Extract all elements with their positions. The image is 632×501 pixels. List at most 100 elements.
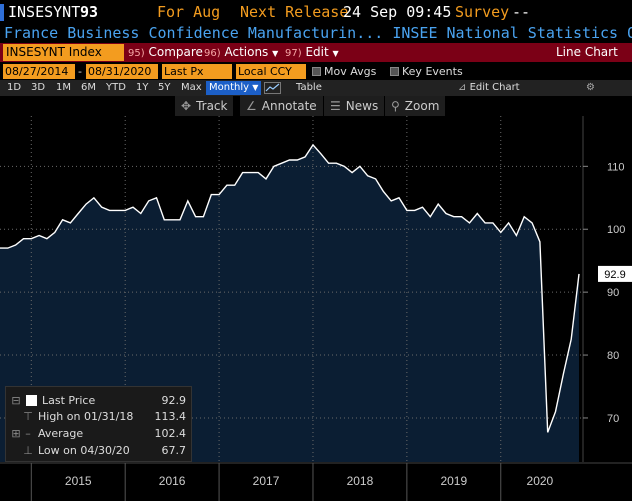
x-tick-label: 2019 [440, 474, 467, 488]
legend-average: ⊞ – Average 102.4 [10, 425, 190, 442]
mov-avgs-label: Mov Avgs [324, 65, 377, 78]
line-chart-icon[interactable] [264, 82, 281, 94]
annotate-button[interactable]: ∠ Annotate [240, 96, 323, 116]
crosshair-icon: ✥ [181, 99, 192, 113]
annotate-label: Annotate [261, 99, 317, 113]
ticker-header: INSESYNT 93 For Aug Next Release 24 Sep … [0, 0, 632, 24]
average-value: 102.4 [154, 427, 187, 440]
average-marker-icon: – [25, 427, 31, 440]
chart-area[interactable]: 70 80 90 100 110 2015 2016 2017 2018 2019 2020 92.9 [0, 116, 632, 501]
series-line [0, 143, 580, 433]
last-price-label: Last Price [42, 394, 96, 407]
view-name: Line Chart [556, 45, 618, 59]
key-events-label: Key Events [402, 65, 463, 78]
high-value: 113.4 [154, 410, 187, 423]
series-swatch [26, 395, 37, 406]
high-label: High on 01/31/18 [38, 410, 134, 423]
checkbox-icon [312, 67, 321, 76]
edit-chart-button[interactable]: ⊿ Edit Chart [458, 80, 520, 96]
last-price-value: 92.9 [161, 394, 187, 407]
track-label: Track [196, 99, 228, 113]
news-button[interactable]: ☰ News [324, 96, 385, 116]
ticker-marker [0, 4, 4, 21]
period-1y[interactable]: 1Y [136, 82, 149, 93]
period-1d[interactable]: 1D [7, 82, 22, 93]
low-value: 67.7 [161, 444, 187, 457]
zoom-button[interactable]: ⚲ Zoom [385, 96, 446, 116]
function-bar: INSESYNT Index 95) Compare 96) Actions ▼… [0, 43, 632, 62]
legend-last-price[interactable]: ⊟ Last Price 92.9 [10, 392, 190, 409]
period-1m[interactable]: 1M [56, 82, 71, 93]
chevron-down-icon: ▼ [252, 83, 259, 92]
settings-bar: 08/27/2014 - 08/31/2020 Last Px Local CC… [0, 62, 632, 80]
news-label: News [345, 99, 379, 113]
zoom-label: Zoom [404, 99, 440, 113]
next-release-label: Next Release [240, 3, 349, 21]
compare-button[interactable]: 95) Compare [128, 44, 203, 61]
legend-high: ⊤ High on 01/31/18 113.4 [10, 408, 190, 425]
pen-icon: ∠ [246, 99, 257, 113]
x-tick-label: 2015 [65, 474, 92, 488]
last-value: 93 [80, 3, 99, 21]
frequency-dropdown[interactable]: Monthly ▼ [206, 81, 262, 95]
x-tick-label: 2017 [253, 474, 280, 488]
edit-chart-icon: ⊿ [458, 82, 467, 93]
security-field[interactable]: INSESYNT Index [3, 44, 124, 61]
expand-icon: ⊞ [11, 427, 21, 440]
y-tick-label: 110 [607, 161, 625, 173]
last-value-tag [598, 265, 632, 282]
period-5y[interactable]: 5Y [158, 82, 171, 93]
x-tick-label: 2016 [159, 474, 186, 488]
series-area [0, 144, 579, 462]
y-tick-label: 90 [607, 287, 619, 299]
edit-num: 97) [285, 48, 302, 59]
y-tick-label: 70 [607, 413, 619, 425]
actions-menu[interactable]: 96) Actions ▼ [204, 44, 278, 61]
table-button[interactable]: Table [296, 82, 322, 93]
search-icon: ⚲ [391, 99, 400, 113]
line-chart[interactable]: 70 80 90 100 110 2015 2016 2017 2018 2019 2020 92.9 [0, 116, 632, 501]
x-tick-label: 2018 [347, 474, 374, 488]
period-bar: 1D 3D 1M 6M YTD 1Y 5Y Max Monthly ▼ Tabl… [0, 80, 632, 96]
chevron-down-icon: ▼ [332, 49, 339, 58]
gear-icon[interactable]: ⚙ [586, 82, 595, 93]
field-selector[interactable]: Last Px [162, 64, 232, 79]
last-value-tag-label: 92.9 [604, 269, 625, 281]
y-tick-label: 100 [607, 224, 625, 236]
next-release-value: 24 Sep 09:45 [343, 3, 452, 21]
period-6m[interactable]: 6M [81, 82, 96, 93]
survey-label: Survey [455, 3, 510, 21]
edit-chart-label: Edit Chart [469, 82, 520, 93]
checkbox-icon [390, 67, 399, 76]
actions-num: 96) [204, 48, 221, 59]
low-label: Low on 04/30/20 [38, 444, 130, 457]
chart-legend: ⊟ Last Price 92.9 ⊤ High on 01/31/18 113… [5, 386, 192, 462]
end-date-field[interactable]: 08/31/2020 [86, 64, 158, 79]
ticker-symbol[interactable]: INSESYNT [8, 3, 81, 21]
period-ytd[interactable]: YTD [106, 82, 126, 93]
low-marker-icon: ⊥ [23, 444, 33, 457]
chevron-down-icon: ▼ [272, 49, 279, 58]
collapse-icon[interactable]: ⊟ [11, 394, 21, 407]
compare-label: Compare [148, 45, 203, 59]
key-events-toggle[interactable]: Key Events [390, 64, 463, 79]
mov-avgs-toggle[interactable]: Mov Avgs [312, 64, 376, 79]
average-label: Average [38, 427, 84, 440]
edit-label: Edit [305, 45, 329, 59]
edit-menu[interactable]: 97) Edit ▼ [285, 44, 339, 61]
legend-low: ⊥ Low on 04/30/20 67.7 [10, 442, 190, 459]
start-date-field[interactable]: 08/27/2014 [3, 64, 75, 79]
period-3d[interactable]: 3D [31, 82, 46, 93]
frequency-label: Monthly [209, 82, 250, 93]
date-separator: - [78, 65, 82, 78]
news-icon: ☰ [330, 99, 341, 113]
survey-value: -- [512, 3, 531, 21]
track-button[interactable]: ✥ Track [175, 96, 234, 116]
currency-selector[interactable]: Local CCY [236, 64, 306, 79]
chart-toolbar: ✥ Track ∠ Annotate ☰ News ⚲ Zoom [0, 96, 632, 116]
period-max[interactable]: Max [181, 82, 202, 93]
compare-num: 95) [128, 48, 145, 59]
actions-label: Actions [224, 45, 269, 59]
period-label: For Aug [157, 3, 221, 21]
x-tick-label: 2020 [527, 474, 554, 488]
